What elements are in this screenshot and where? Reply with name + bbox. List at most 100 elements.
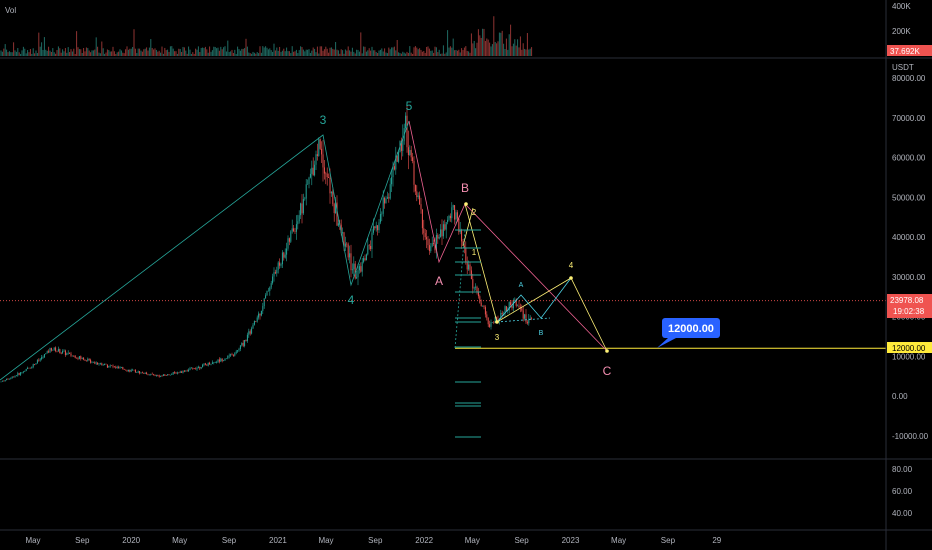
- candle-body: [382, 197, 384, 214]
- volume-bar: [447, 30, 449, 56]
- candle-body: [227, 355, 229, 359]
- target-price-badge: [887, 342, 932, 353]
- target-callout[interactable]: [662, 318, 720, 338]
- candle-body: [90, 359, 92, 363]
- candle-body: [412, 157, 414, 162]
- volume-bar: [92, 50, 94, 56]
- volume-bar: [293, 51, 295, 56]
- volume-bar: [430, 50, 432, 56]
- candle-body: [524, 314, 526, 319]
- volume-bar: [333, 49, 335, 56]
- candle-body: [459, 229, 461, 233]
- candle-body: [272, 276, 274, 284]
- volume-bar: [181, 51, 183, 56]
- candle-body: [209, 362, 211, 365]
- candle-body: [224, 358, 226, 361]
- volume-bar: [395, 50, 397, 56]
- candle-body: [496, 316, 498, 320]
- volume-bar: [304, 51, 306, 56]
- candle-body: [350, 253, 352, 271]
- candle-body: [312, 167, 314, 176]
- volume-bar: [196, 49, 198, 56]
- volume-bar: [112, 46, 114, 56]
- volume-bar: [265, 46, 267, 56]
- candle-body: [396, 155, 398, 162]
- candle-body: [234, 353, 236, 356]
- volume-bar: [20, 53, 22, 56]
- candle-body: [437, 235, 439, 239]
- volume-bar: [76, 31, 78, 56]
- candle-body: [358, 266, 360, 271]
- volume-bar: [6, 49, 8, 56]
- candle-body: [476, 286, 478, 292]
- volume-bar: [339, 53, 341, 56]
- volume-bar: [413, 47, 415, 56]
- candle-body: [398, 152, 400, 162]
- candle-body: [221, 358, 223, 361]
- volume-bar: [38, 32, 40, 56]
- candle-body: [78, 356, 80, 359]
- candle-body: [242, 342, 244, 346]
- volume-bar: [223, 47, 225, 56]
- volume-bar: [466, 50, 468, 56]
- volume-bar: [186, 53, 188, 56]
- minor-wave-label-3: 3: [495, 333, 500, 342]
- volume-bar: [393, 46, 395, 56]
- volume-bar: [399, 52, 401, 56]
- target-price-value: 12000.00: [892, 344, 926, 353]
- wave-point: [495, 320, 499, 324]
- volume-bar: [90, 52, 92, 56]
- candle-body: [448, 215, 450, 220]
- volume-bar: [182, 46, 184, 56]
- candle-body: [318, 139, 320, 157]
- volume-bar: [203, 48, 205, 56]
- minor-abc-base: [496, 317, 551, 323]
- volume-bar: [36, 53, 38, 56]
- volume-bar: [287, 51, 289, 56]
- volume-bar: [528, 49, 530, 56]
- candle-body: [204, 363, 206, 365]
- candle-body: [283, 252, 285, 258]
- volume-bar: [475, 48, 477, 56]
- volume-bar: [316, 46, 318, 56]
- volume-bar: [416, 47, 418, 56]
- candle-body: [137, 371, 139, 373]
- volume-bar: [258, 53, 260, 56]
- volume-bar: [29, 49, 31, 56]
- volume-bar: [427, 46, 429, 56]
- candle-body: [433, 243, 435, 244]
- candle-body: [134, 369, 136, 373]
- volume-bar: [87, 48, 89, 56]
- volume-bar: [207, 52, 209, 56]
- volume-bar: [378, 50, 380, 56]
- candle-body: [43, 354, 45, 358]
- candle-body: [266, 291, 268, 296]
- volume-bar: [218, 50, 220, 56]
- volume-bar: [288, 51, 290, 56]
- candle-body: [479, 296, 481, 303]
- volume-bar: [190, 53, 192, 56]
- volume-bar: [514, 39, 516, 56]
- candle-body: [494, 316, 496, 323]
- volume-bar: [385, 52, 387, 56]
- candle-body: [385, 198, 387, 204]
- candle-body: [73, 355, 75, 357]
- candle-body: [276, 269, 278, 274]
- candle-body: [183, 370, 185, 372]
- candle-body: [92, 362, 94, 363]
- volume-bar: [74, 53, 76, 56]
- candle-body: [321, 148, 323, 155]
- candle-body: [298, 215, 300, 222]
- candle-body: [66, 353, 68, 356]
- candle-body: [172, 372, 174, 374]
- volume-bar: [118, 51, 120, 56]
- volume-bar: [329, 47, 331, 56]
- candle-body: [21, 372, 23, 373]
- candle-body: [340, 224, 342, 234]
- volume-bar: [364, 46, 366, 56]
- volume-bar: [266, 47, 268, 56]
- candle-body: [447, 219, 449, 223]
- candle-body: [302, 199, 304, 214]
- candle-body: [165, 375, 167, 376]
